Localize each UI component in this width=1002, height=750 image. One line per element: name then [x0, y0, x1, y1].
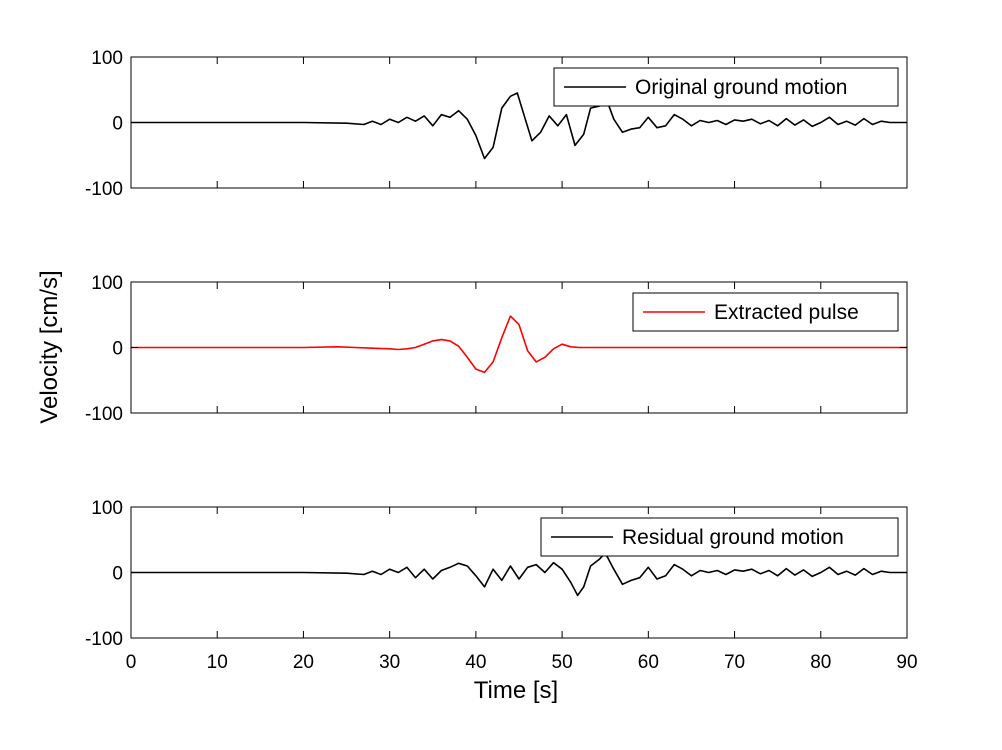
y-tick-label: -100	[85, 629, 123, 650]
legend: Original ground motion	[553, 67, 899, 107]
axes-frame	[130, 281, 908, 414]
y-tick-label: 0	[112, 564, 123, 585]
x-tick-label: 40	[465, 652, 486, 673]
y-tick-label: 0	[112, 339, 123, 360]
series-line-0	[131, 552, 907, 597]
axes-frame	[130, 56, 908, 189]
legend-label: Original ground motion	[635, 76, 847, 99]
x-tick-label: 70	[724, 652, 745, 673]
series-line-0	[131, 92, 907, 160]
legend: Extracted pulse	[632, 292, 899, 332]
legend: Residual ground motion	[540, 517, 899, 557]
x-tick-label: 0	[126, 652, 137, 673]
y-tick-label: -100	[85, 179, 123, 200]
y-tick-label: 100	[91, 273, 123, 294]
panel-original-ground-motion: -100 0 100 Original ground motion	[85, 48, 908, 200]
y-tick-label: -100	[85, 404, 123, 425]
x-tick-label: 80	[810, 652, 831, 673]
y-tick-label: 100	[91, 498, 123, 519]
x-tick-label: 90	[896, 652, 917, 673]
y-tick-label: 0	[112, 114, 123, 135]
legend-label: Extracted pulse	[714, 301, 859, 324]
x-tick-label: 10	[207, 652, 228, 673]
legend-label: Residual ground motion	[622, 526, 844, 549]
y-axis-label: Velocity [cm/s]	[36, 270, 63, 423]
panel-extracted-pulse: -100 0 100 Extracted pulse	[85, 273, 908, 425]
y-tick-label: 100	[91, 48, 123, 69]
x-axis-label: Time [s]	[474, 677, 558, 704]
series-line-0	[131, 315, 907, 374]
x-tick-label: 20	[293, 652, 314, 673]
x-tick-label: 50	[552, 652, 573, 673]
axes-frame	[130, 506, 908, 639]
x-tick-label: 30	[379, 652, 400, 673]
x-tick-label: 60	[638, 652, 659, 673]
